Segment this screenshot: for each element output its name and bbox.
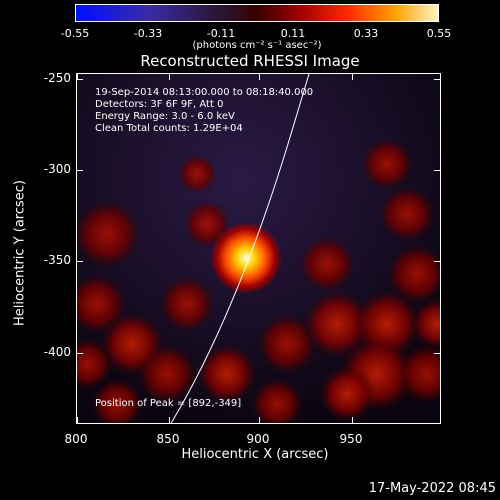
colorbar-tick-label: 0.33 — [353, 27, 379, 40]
emission-blob — [197, 344, 257, 404]
emission-blob — [361, 138, 413, 190]
render-timestamp: 17-May-2022 08:45 — [368, 481, 496, 496]
emission-blob — [379, 186, 435, 242]
emission-blob — [177, 154, 217, 194]
solar-limb-line — [170, 74, 310, 423]
y-tick-mark — [434, 170, 440, 171]
colorbar-tick-label: 0.55 — [426, 27, 452, 40]
x-tick-mark — [77, 417, 78, 423]
emission-blob — [137, 344, 197, 404]
image-plot-area: 19-Sep-2014 08:13:00.000 to 08:18:40.000… — [76, 73, 441, 424]
emission-blob — [319, 366, 375, 422]
emission-blob — [251, 378, 303, 423]
y-axis-title: Heliocentric Y (arcsec) — [12, 180, 28, 326]
y-tick-mark — [77, 79, 83, 80]
colorbar-unit-label: (photons cm⁻² s⁻¹ asec⁻²) — [192, 40, 322, 51]
y-tick-mark — [434, 261, 440, 262]
y-tick-label: -400 — [43, 345, 71, 359]
peak-source — [210, 222, 282, 294]
emission-blob — [77, 200, 141, 268]
x-tick-label: 800 — [64, 432, 88, 446]
info-time-range: 19-Sep-2014 08:13:00.000 to 08:18:40.000 — [95, 87, 314, 98]
y-tick-mark — [77, 353, 83, 354]
colorbar-tick-label: 0.11 — [280, 27, 306, 40]
x-tick-mark — [169, 417, 170, 423]
emission-pattern — [77, 138, 440, 423]
y-tick-label: -300 — [43, 162, 71, 176]
colorbar-tick-label: -0.33 — [133, 27, 163, 40]
y-tick-label: -350 — [43, 253, 71, 267]
emission-blob — [397, 344, 440, 404]
y-tick-mark — [434, 79, 440, 80]
x-tick-mark — [352, 74, 353, 80]
y-tick-mark — [434, 353, 440, 354]
y-tick-mark — [77, 170, 83, 171]
emission-blob — [91, 378, 143, 423]
x-tick-mark — [259, 74, 260, 80]
emission-blob — [299, 236, 355, 292]
x-tick-label: 900 — [246, 432, 270, 446]
colorbar — [75, 4, 439, 22]
emission-blob — [387, 244, 440, 304]
colorbar-tick-label: -0.55 — [60, 27, 90, 40]
emission-blob — [257, 314, 317, 374]
emission-blob — [411, 298, 440, 350]
x-tick-mark — [259, 417, 260, 423]
emission-blob — [159, 276, 215, 332]
x-tick-mark — [77, 74, 78, 80]
colorbar-tick-label: -0.11 — [206, 27, 236, 40]
y-tick-label: -250 — [43, 71, 71, 85]
reconstructed-image — [77, 74, 440, 423]
x-tick-mark — [169, 74, 170, 80]
plot-title: Reconstructed RHESSI Image — [140, 52, 360, 70]
emission-blob — [303, 290, 371, 358]
x-tick-label: 950 — [339, 432, 363, 446]
info-energy-range: Energy Range: 3.0 - 6.0 keV — [95, 111, 235, 122]
emission-blob — [77, 338, 113, 390]
info-method: Clean Total counts: 1.29E+04 — [95, 123, 243, 134]
info-peak-position: Position of Peak = [892,-349] — [95, 398, 242, 409]
x-tick-mark — [352, 417, 353, 423]
x-tick-label: 850 — [156, 432, 180, 446]
x-axis-title: Heliocentric X (arcsec) — [181, 447, 329, 462]
y-tick-mark — [77, 261, 83, 262]
info-detectors: Detectors: 3F 6F 9F, Att 0 — [95, 99, 224, 110]
